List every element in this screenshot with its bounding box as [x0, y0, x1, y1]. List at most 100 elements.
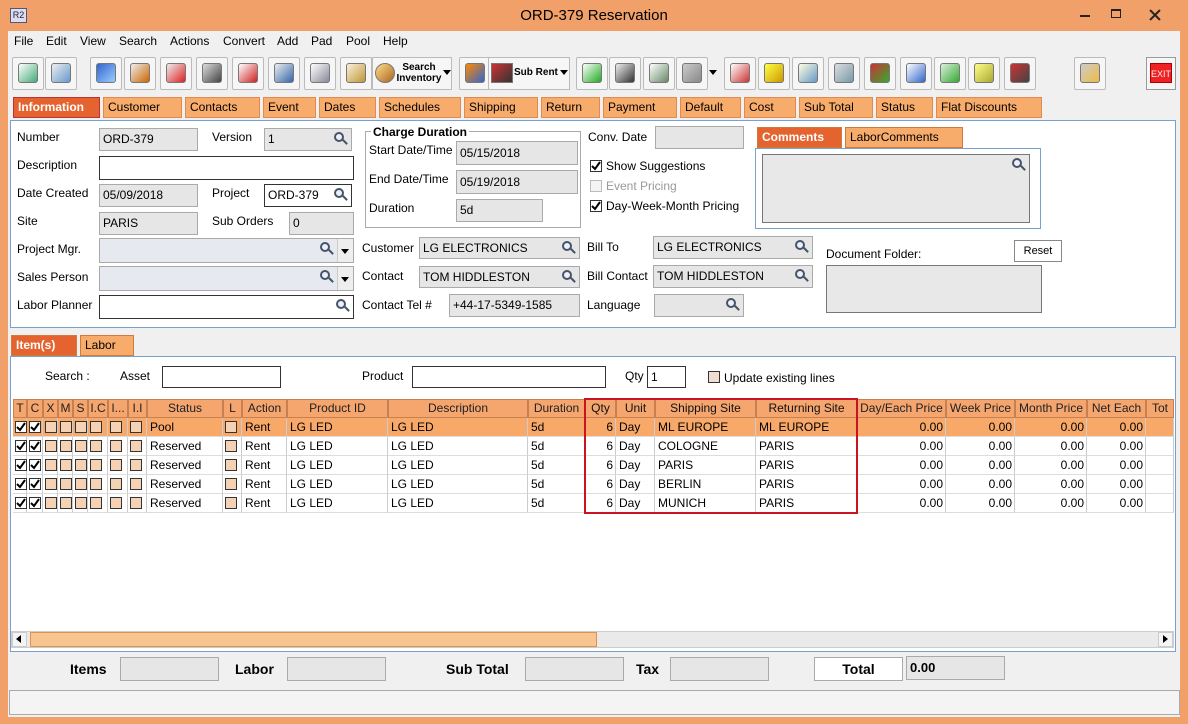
menu-item[interactable]: View	[80, 34, 106, 48]
checkbox[interactable]	[130, 440, 142, 452]
checkbox[interactable]	[590, 180, 602, 192]
text-field[interactable]: 0.00	[906, 656, 1005, 680]
checkbox[interactable]	[75, 478, 87, 490]
column-header[interactable]: Product ID	[287, 399, 388, 418]
checkbox[interactable]	[75, 421, 87, 433]
text-field[interactable]: 1	[647, 366, 686, 388]
checkbox[interactable]	[75, 440, 87, 452]
text-field[interactable]: +44-17-5349-1585	[449, 294, 580, 317]
column-header[interactable]: Status	[147, 399, 223, 418]
checkbox[interactable]	[60, 497, 72, 509]
checkbox[interactable]	[225, 421, 237, 433]
tab[interactable]: Cost	[744, 97, 796, 118]
table-row[interactable]	[13, 437, 1174, 456]
menu-item[interactable]: File	[14, 34, 34, 48]
column-header[interactable]: X	[43, 399, 58, 418]
text-field[interactable]: TOM HIDDLESTON	[653, 265, 813, 288]
item-tab[interactable]: Item(s)	[11, 335, 77, 356]
text-field[interactable]	[287, 657, 386, 681]
column-header[interactable]: Day/Each Price	[857, 399, 946, 418]
text-field[interactable]: 05/19/2018	[456, 170, 578, 194]
text-field[interactable]	[655, 126, 744, 149]
column-header[interactable]: S	[73, 399, 88, 418]
column-header[interactable]: I.I	[128, 399, 147, 418]
text-field[interactable]: LG ELECTRONICS	[653, 236, 813, 259]
checkbox[interactable]	[225, 440, 237, 452]
table-row[interactable]	[13, 456, 1174, 475]
checkbox[interactable]	[225, 497, 237, 509]
checkbox[interactable]	[130, 421, 142, 433]
text-field[interactable]	[412, 366, 606, 388]
text-field[interactable]	[654, 294, 744, 317]
checkbox[interactable]	[130, 478, 142, 490]
checkbox[interactable]	[60, 440, 72, 452]
text-field[interactable]: PARIS	[99, 212, 198, 235]
text-field[interactable]: 0	[289, 212, 354, 235]
checkbox[interactable]	[75, 497, 87, 509]
text-field[interactable]	[99, 266, 354, 291]
column-header[interactable]: Action	[242, 399, 287, 418]
column-header[interactable]: T	[13, 399, 27, 418]
reset-button[interactable]: Reset	[1014, 240, 1062, 262]
checkbox[interactable]	[90, 459, 102, 471]
checkbox[interactable]	[60, 478, 72, 490]
column-header[interactable]: Month Price	[1015, 399, 1087, 418]
text-field[interactable]: 5d	[456, 199, 543, 222]
tab[interactable]: Return	[541, 97, 600, 118]
menu-item[interactable]: Search	[119, 34, 158, 48]
checkbox[interactable]	[45, 421, 57, 433]
text-field[interactable]	[525, 657, 624, 681]
text-field[interactable]	[99, 295, 354, 319]
checkbox[interactable]	[75, 459, 87, 471]
checkbox[interactable]	[45, 497, 57, 509]
text-field[interactable]	[99, 156, 354, 180]
checkbox[interactable]	[225, 459, 237, 471]
checkbox[interactable]	[130, 497, 142, 509]
column-header[interactable]: Tot	[1146, 399, 1174, 418]
text-field[interactable]: TOM HIDDLESTON	[419, 266, 580, 288]
tab[interactable]: Flat Discounts	[936, 97, 1042, 118]
checkbox[interactable]	[90, 497, 102, 509]
checkbox[interactable]	[110, 421, 122, 433]
maximize-button[interactable]	[1111, 9, 1121, 18]
checkbox[interactable]	[225, 478, 237, 490]
menu-item[interactable]: Actions	[170, 34, 210, 48]
column-header[interactable]: Qty	[585, 399, 616, 418]
minimize-button[interactable]	[1080, 15, 1090, 17]
column-header[interactable]: I...	[108, 399, 128, 418]
text-field[interactable]: 05/09/2018	[99, 184, 198, 207]
checkbox[interactable]	[110, 497, 122, 509]
menu-item[interactable]: Convert	[223, 34, 266, 48]
column-header[interactable]: M	[58, 399, 73, 418]
tab[interactable]: Customer	[103, 97, 182, 118]
column-header[interactable]: C	[27, 399, 43, 418]
text-field[interactable]: ORD-379	[264, 184, 352, 207]
comment-tab[interactable]: Comments	[757, 127, 842, 148]
checkbox[interactable]	[110, 440, 122, 452]
checkbox[interactable]	[130, 459, 142, 471]
menu-item[interactable]: Add	[277, 34, 299, 48]
checkbox[interactable]	[45, 440, 57, 452]
tab[interactable]: Information	[13, 97, 100, 118]
column-header[interactable]: Description	[388, 399, 528, 418]
menu-item[interactable]: Help	[383, 34, 408, 48]
column-header[interactable]: Net Each	[1087, 399, 1146, 418]
comments-text[interactable]	[762, 154, 1030, 223]
column-header[interactable]: Duration	[528, 399, 585, 418]
checkbox[interactable]	[90, 478, 102, 490]
table-row[interactable]	[13, 475, 1174, 494]
toolbar-button[interactable]	[968, 57, 1000, 90]
tab[interactable]: Status	[876, 97, 933, 118]
menu-item[interactable]: Edit	[46, 34, 67, 48]
text-field[interactable]: ORD-379	[99, 128, 198, 151]
checkbox[interactable]	[90, 440, 102, 452]
tab[interactable]: Contacts	[185, 97, 260, 118]
text-field[interactable]: 05/15/2018	[456, 141, 578, 165]
tab[interactable]: Schedules	[379, 97, 461, 118]
comment-tab[interactable]: LaborComments	[845, 127, 963, 148]
table-row[interactable]	[13, 418, 1174, 437]
tab[interactable]: Event	[263, 97, 316, 118]
column-header[interactable]: Week Price	[946, 399, 1015, 418]
checkbox[interactable]	[45, 459, 57, 471]
tab[interactable]: Shipping	[464, 97, 538, 118]
